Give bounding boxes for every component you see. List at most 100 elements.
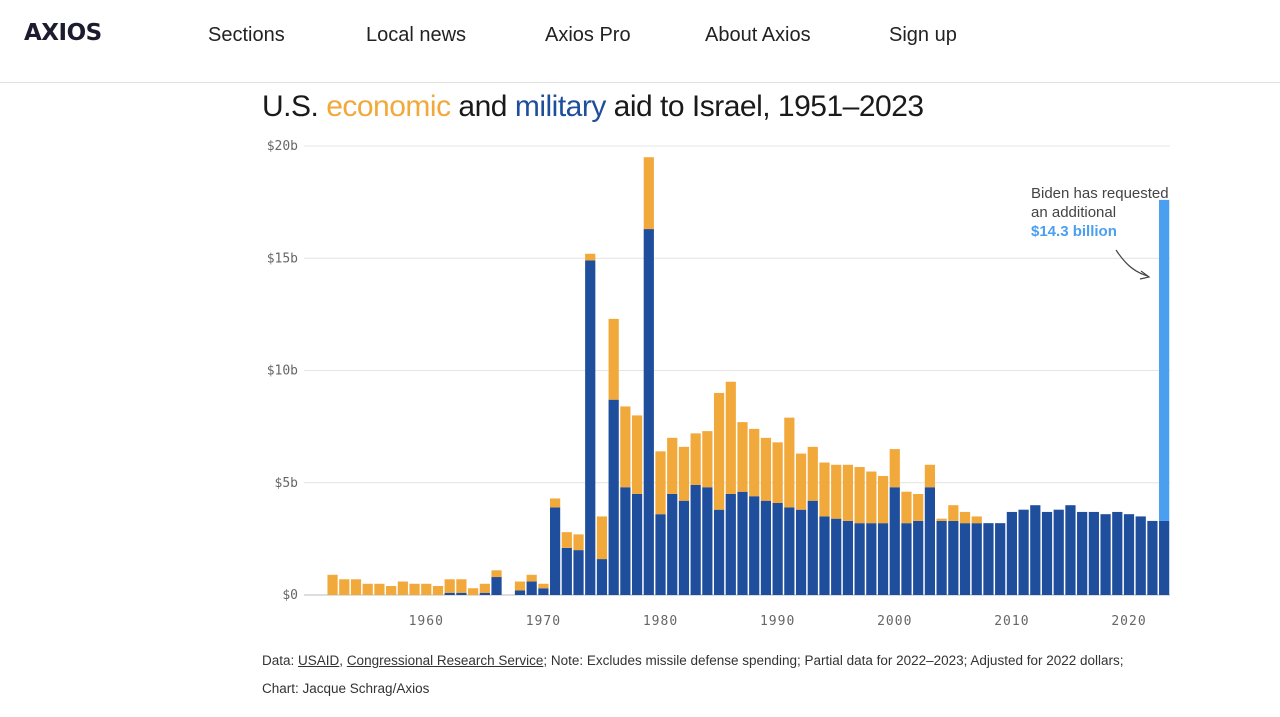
source-crs-link[interactable]: Congressional Research Service	[346, 653, 544, 668]
bar-economic	[585, 253, 596, 261]
bar-economic	[948, 505, 959, 521]
bar-economic	[350, 579, 362, 595]
title-middle: and	[450, 90, 515, 123]
bar-military	[983, 523, 994, 595]
x-tick-label: 1980	[643, 614, 678, 629]
bar-military	[631, 493, 643, 595]
bar-economic	[608, 318, 619, 400]
aid-bar-chart: $0 $5b $10b $15b $20b 1960 1970 1980 1990 2000 201…	[267, 139, 1170, 629]
x-tick-label: 1970	[526, 614, 561, 629]
bar-military	[1018, 509, 1029, 595]
chart-container: $0 $5b $10b $15b $20b 1960 1970 1980 1990 2000 201…	[267, 139, 1170, 629]
bar-military	[936, 520, 947, 595]
bar-economic	[807, 446, 818, 501]
bar-economic	[667, 437, 678, 494]
bar-economic	[725, 381, 736, 494]
y-tick-label: $15b	[267, 251, 298, 266]
bar-economic	[690, 433, 701, 485]
chart-footer: Data: USAID, Congressional Research Serv…	[262, 647, 1222, 703]
bar-economic	[620, 406, 631, 488]
bar-military	[866, 523, 877, 595]
bar-military	[760, 500, 772, 595]
bar-economic	[514, 581, 526, 591]
bar-military	[456, 592, 467, 595]
bar-military	[924, 487, 936, 595]
bar-economic	[831, 464, 842, 519]
bar-military	[795, 509, 807, 595]
bar-economic	[549, 498, 561, 508]
bar-military	[561, 547, 572, 595]
bar-economic	[959, 511, 971, 524]
bar-military	[1135, 516, 1146, 595]
bar-military	[913, 520, 924, 595]
bar-military	[690, 484, 701, 595]
top-navigation-bar: AXIOS Sections Local news Axios Pro Abou…	[0, 0, 1280, 83]
bar-military	[702, 487, 713, 595]
chart-credit: Chart: Jacque Schrag/Axios	[262, 681, 430, 696]
bar-military	[608, 399, 619, 595]
source-separator: ,	[339, 653, 347, 668]
bar-military	[573, 550, 584, 595]
bar-military	[678, 500, 690, 595]
bar-military	[842, 520, 854, 595]
y-tick-label: $5b	[275, 476, 299, 491]
bar-military	[585, 260, 596, 595]
bar-economic	[924, 464, 936, 488]
nav-sign-up[interactable]: Sign up	[889, 24, 957, 46]
bar-military	[1147, 520, 1158, 595]
bar-economic	[374, 583, 385, 595]
bar-economic	[409, 583, 420, 595]
bar-military	[725, 493, 736, 595]
bar-economic	[702, 431, 713, 488]
bar-economic	[760, 437, 772, 501]
title-economic-word: economic	[326, 90, 451, 123]
bar-military	[479, 592, 490, 595]
bar-economic	[596, 516, 608, 560]
data-label: Data:	[262, 653, 299, 668]
title-prefix: U.S.	[262, 90, 327, 123]
annotation-arrow	[1115, 249, 1149, 277]
chart-title: U.S. economic and military aid to Israel…	[262, 90, 924, 124]
bar-military	[596, 559, 608, 595]
bar-economic	[327, 574, 338, 595]
bar-economic	[854, 467, 865, 524]
nav-sections[interactable]: Sections	[208, 24, 285, 46]
bar-economic	[936, 518, 947, 521]
bar-economic	[713, 392, 725, 510]
bar-military	[819, 516, 830, 595]
axios-logo[interactable]: AXIOS	[24, 20, 102, 46]
nav-axios-pro[interactable]: Axios Pro	[545, 24, 631, 46]
bar-economic	[421, 583, 432, 595]
bar-military	[772, 502, 783, 595]
bar-military	[784, 507, 795, 595]
bar-military	[1077, 511, 1088, 595]
source-usaid-link[interactable]: USAID	[298, 653, 340, 668]
bar-military	[1030, 505, 1041, 595]
x-tick-label: 2020	[1111, 614, 1146, 629]
nav-local-news[interactable]: Local news	[366, 24, 467, 46]
bar-economic	[901, 491, 912, 524]
bar-economic	[573, 534, 584, 551]
y-tick-label: $10b	[267, 364, 298, 379]
bar-economic	[737, 422, 748, 492]
bar-military	[1006, 511, 1017, 595]
annotation-highlight: $14.3 billion	[1031, 223, 1117, 240]
bar-military	[1159, 520, 1170, 595]
bar-economic	[386, 586, 397, 595]
bar-military	[971, 523, 982, 595]
bar-economic	[432, 586, 444, 595]
bar-military	[948, 520, 959, 595]
bar-military	[549, 507, 561, 595]
bar-economic	[795, 453, 807, 510]
bar-economic	[643, 157, 654, 230]
bar-military	[1112, 511, 1123, 595]
bar-military	[889, 487, 900, 595]
nav-about-axios[interactable]: About Axios	[705, 24, 811, 46]
bar-economic	[444, 579, 455, 593]
bar-economic	[561, 532, 572, 548]
title-military-word: military	[514, 90, 607, 123]
bar-military	[1100, 514, 1111, 595]
bar-military	[807, 500, 818, 595]
source-note: ; Note: Excludes missile defense spendin…	[543, 653, 1124, 668]
bar-military	[1065, 505, 1076, 595]
